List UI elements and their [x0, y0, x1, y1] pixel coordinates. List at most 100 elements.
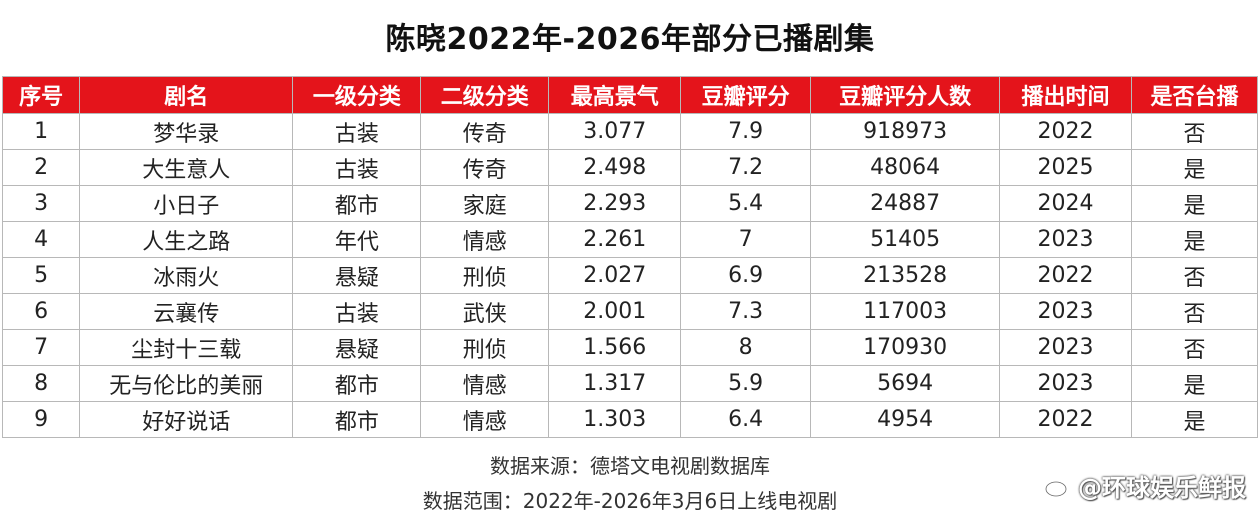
- column-header: 播出时间: [999, 76, 1132, 114]
- table-cell: 是: [1130, 185, 1259, 222]
- table-cell: 1.303: [548, 401, 682, 438]
- table-cell: 悬疑: [292, 329, 422, 366]
- table-row: 7 尘封十三载 悬疑 刑侦 1.566 8 170930 2023 否: [1, 329, 1259, 366]
- table-cell: 5: [1, 257, 81, 294]
- table-cell: 否: [1130, 257, 1259, 294]
- table-cell: 否: [1130, 293, 1259, 330]
- table-cell: 5694: [810, 365, 1000, 402]
- table-cell: 170930: [810, 329, 1000, 366]
- table-cell: 刑侦: [420, 257, 550, 294]
- table-cell: 3: [1, 185, 81, 222]
- data-range-note: 数据范围：2022年-2026年3月6日上线电视剧: [422, 489, 838, 513]
- table-cell: 传奇: [420, 149, 550, 186]
- table-cell: 大生意人: [79, 149, 294, 186]
- table-cell: 117003: [810, 293, 1000, 330]
- table-cell: 2023: [999, 293, 1132, 330]
- table-header-row: 序号 剧名 一级分类 二级分类 最高景气 豆瓣评分 豆瓣评分人数 播出时间 是否台播: [1, 76, 1259, 114]
- table-cell: 情感: [420, 365, 550, 402]
- table-cell: 918973: [810, 113, 1000, 150]
- table-cell: 7.9: [680, 113, 812, 150]
- table-cell: 4954: [810, 401, 1000, 438]
- table-cell: 2023: [999, 329, 1132, 366]
- table-cell: 无与伦比的美丽: [79, 365, 294, 402]
- table-cell: 6.9: [680, 257, 812, 294]
- table-row: 6 云襄传 古装 武侠 2.001 7.3 117003 2023 否: [1, 293, 1259, 330]
- table-cell: 都市: [292, 401, 422, 438]
- table-row: 4 人生之路 年代 情感 2.261 7 51405 2023 是: [1, 221, 1259, 258]
- table-cell: 梦华录: [79, 113, 294, 150]
- table-cell: 古装: [292, 293, 422, 330]
- table-cell: 否: [1130, 329, 1259, 366]
- table-cell: 7.3: [680, 293, 812, 330]
- table-cell: 2022: [999, 401, 1132, 438]
- table-cell: 是: [1130, 221, 1259, 258]
- table-cell: 传奇: [420, 113, 550, 150]
- table-cell: 5.4: [680, 185, 812, 222]
- table-cell: 213528: [810, 257, 1000, 294]
- table-cell: 2.261: [548, 221, 682, 258]
- table-cell: 刑侦: [420, 329, 550, 366]
- drama-table: 序号 剧名 一级分类 二级分类 最高景气 豆瓣评分 豆瓣评分人数 播出时间 是否台播 1 梦华录古…: [1, 76, 1259, 438]
- table-cell: 9: [1, 401, 81, 438]
- table-cell: 2.498: [548, 149, 682, 186]
- table-cell: 2: [1, 149, 81, 186]
- column-header: 豆瓣评分: [680, 76, 812, 114]
- table-cell: 是: [1130, 401, 1259, 438]
- table-cell: 2022: [999, 257, 1132, 294]
- table-cell: 是: [1130, 365, 1259, 402]
- table-cell: 2024: [999, 185, 1132, 222]
- table-cell: 都市: [292, 185, 422, 222]
- table-cell: 6: [1, 293, 81, 330]
- table-cell: 都市: [292, 365, 422, 402]
- table-cell: 1: [1, 113, 81, 150]
- table-cell: 2025: [999, 149, 1132, 186]
- table-row: 2 大生意人 古装 传奇 2.498 7.2 48064 2025 是: [1, 149, 1259, 186]
- table-cell: 尘封十三载: [79, 329, 294, 366]
- column-header: 序号: [1, 76, 81, 114]
- table-cell: 1.317: [548, 365, 682, 402]
- column-header: 剧名: [79, 76, 294, 114]
- column-header: 一级分类: [292, 76, 422, 114]
- table-cell: 7.2: [680, 149, 812, 186]
- table-row: 9 好好说话 都市 情感 1.303 6.4 4954 2022 是: [1, 401, 1259, 438]
- table-cell: 2.001: [548, 293, 682, 330]
- table-cell: 7: [1, 329, 81, 366]
- table-cell: 悬疑: [292, 257, 422, 294]
- watermark: @环球娱乐鲜报: [1044, 468, 1246, 503]
- weibo-icon: [1044, 476, 1073, 497]
- table-cell: 好好说话: [79, 401, 294, 438]
- table-cell: 古装: [292, 113, 422, 150]
- table-cell: 51405: [810, 221, 1000, 258]
- table-cell: 5.9: [680, 365, 812, 402]
- table-cell: 年代: [292, 221, 422, 258]
- table-cell: 8: [680, 329, 812, 366]
- table-cell: 云襄传: [79, 293, 294, 330]
- table-cell: 4: [1, 221, 81, 258]
- table-row: 3 小日子 都市 家庭 2.293 5.4 24887 2024 是: [1, 185, 1259, 222]
- table-cell: 冰雨火: [79, 257, 294, 294]
- table-cell: 武侠: [420, 293, 550, 330]
- column-header: 最高景气: [548, 76, 682, 114]
- table-row: 1 梦华录 古装 传奇 3.077 7.9 918973 2022 否: [1, 113, 1259, 150]
- table-cell: 是: [1130, 149, 1259, 186]
- table-cell: 小日子: [79, 185, 294, 222]
- data-source-note: 数据来源：德塔文电视剧数据库: [490, 454, 770, 478]
- table-cell: 7: [680, 221, 812, 258]
- table-cell: 2023: [999, 221, 1132, 258]
- table-cell: 情感: [420, 401, 550, 438]
- table-cell: 情感: [420, 221, 550, 258]
- table-cell: 人生之路: [79, 221, 294, 258]
- table-cell: 1.566: [548, 329, 682, 366]
- table-cell: 3.077: [548, 113, 682, 150]
- table-row: 8 无与伦比的美丽 都市 情感 1.317 5.9 5694 2023 是: [1, 365, 1259, 402]
- table-body: 1 梦华录 古装 传奇 3.077 7.9 918973 2022 否 2 大生意人 古装 传奇 2.49…: [1, 113, 1259, 438]
- table-cell: 2.293: [548, 185, 682, 222]
- table-cell: 2.027: [548, 257, 682, 294]
- column-header: 二级分类: [420, 76, 550, 114]
- column-header: 豆瓣评分人数: [810, 76, 1000, 114]
- table-cell: 家庭: [420, 185, 550, 222]
- column-header: 是否台播: [1130, 76, 1259, 114]
- table-cell: 24887: [810, 185, 1000, 222]
- table-cell: 8: [1, 365, 81, 402]
- watermark-text: @环球娱乐鲜报: [1078, 474, 1246, 502]
